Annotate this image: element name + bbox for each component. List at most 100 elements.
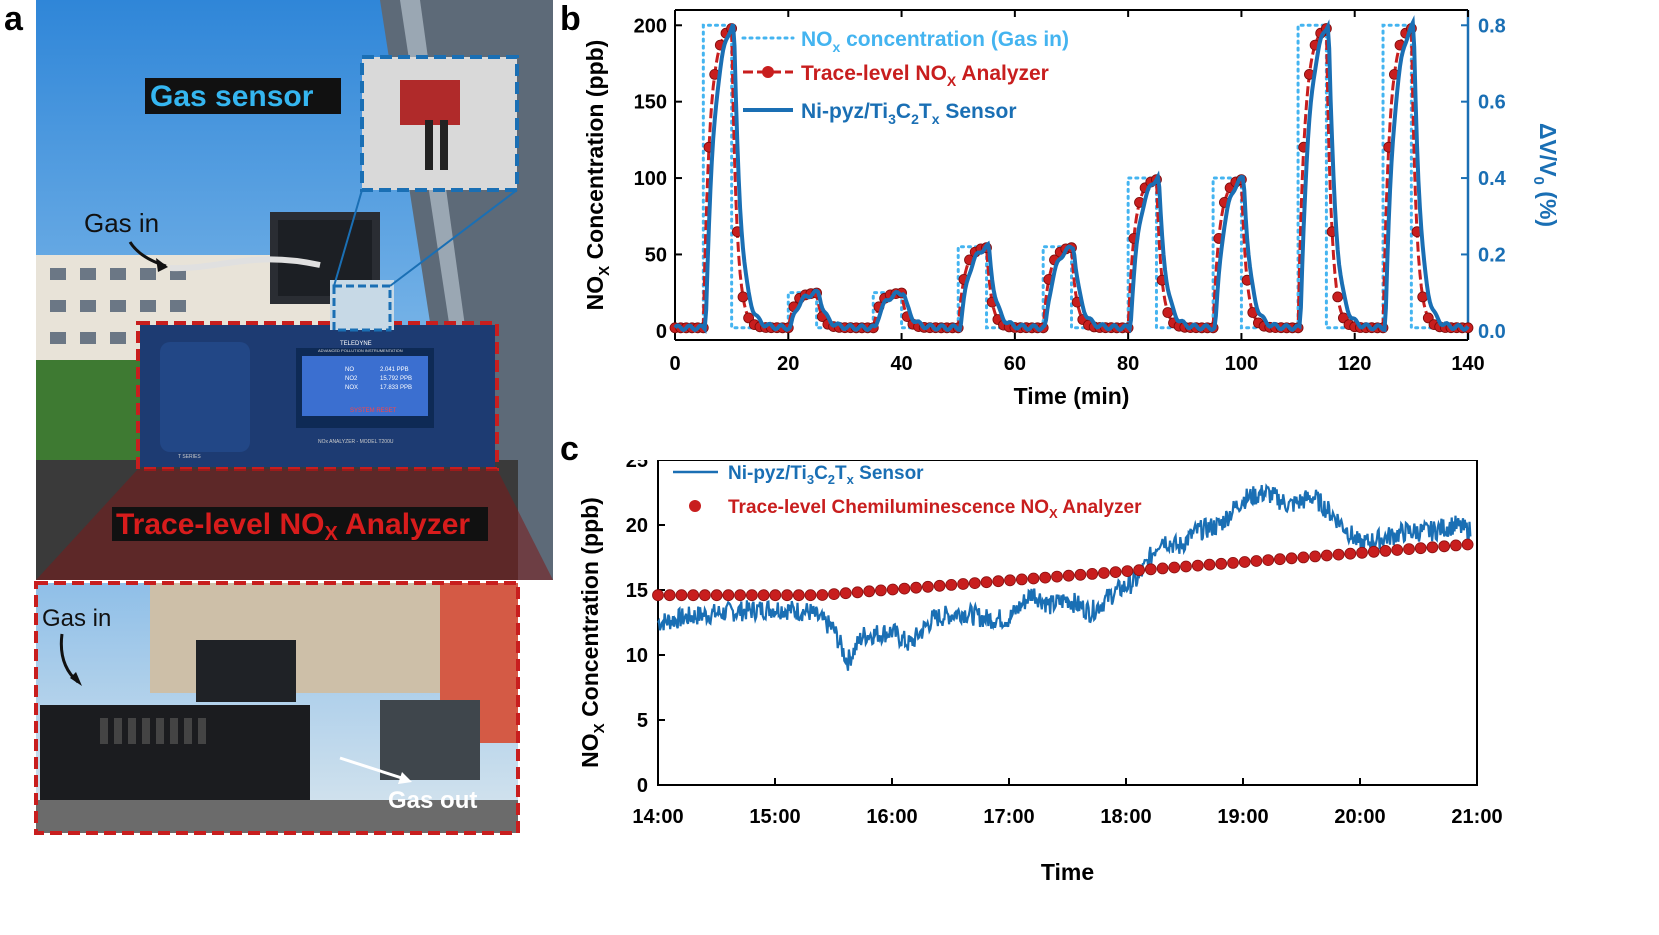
analyzer-point [737,291,749,303]
analyzer-point [921,580,934,593]
y-tick-label: 100 [634,168,667,190]
x-tick-label: 18:00 [1100,806,1151,828]
analyzer-point [874,584,887,597]
analyzer-point [1332,548,1345,561]
screen-row-name: NO2 [345,376,358,382]
y-tick-label: 5 [637,710,648,732]
analyzer-point [910,581,923,594]
analyzer-point [828,588,840,601]
analyzer-point [1403,543,1415,555]
series-sensor-line [657,483,1472,671]
analyzer-point [1203,558,1216,571]
analyzer-point [1133,564,1145,577]
legend-label-analyzer: Trace-level NOX Analyzer [801,62,1049,89]
screen-row-value: 15.792 PPB [380,376,412,382]
x-tick-label: 16:00 [866,806,917,828]
analyzer-point [1367,545,1380,558]
analyzer-point [1344,547,1357,560]
analyzer-point [1191,559,1204,572]
y2-tick-label: 0.4 [1478,168,1507,190]
sensor-blue-box [360,55,519,192]
x-tick-label: 140 [1451,353,1484,375]
analyzer-point [1215,557,1228,570]
screen-row-name: NOX [345,385,358,391]
analyzer-point [1062,569,1075,582]
analyzer-point [1250,555,1263,567]
analyzer-point [1379,545,1392,557]
screen-status: SYSTEM RESET [350,408,397,414]
y2-axis-label: ΔV/V0 (%) [1530,123,1561,227]
analyzer-label-bg [112,507,488,541]
panel-letter-b: b [560,0,581,38]
analyzer-point [1285,552,1298,565]
x-tick-label: 19:00 [1217,806,1268,828]
analyzer-brand: TELEDYNE [340,341,372,347]
sensor-jar [330,280,394,330]
y-tick-label: 15 [626,580,648,602]
gas-sensor-label-bg [145,78,341,114]
analyzer-point [992,575,1005,588]
legend-marker-analyzer [762,66,774,78]
analyzer-point [734,589,747,602]
x-tick-label: 17:00 [983,806,1034,828]
x-tick-label: 100 [1225,353,1258,375]
y2-tick-label: 0.8 [1478,15,1506,37]
x-tick-label: 60 [1004,353,1026,375]
y-tick-label: 200 [634,15,667,37]
x-axis-label: Time (min) [1014,383,1130,409]
analyzer-point [1162,307,1174,318]
analyzer-point [804,589,817,602]
x-tick-label: 80 [1117,353,1139,375]
panel-letter-a: a [4,0,23,38]
analyzer-point [1414,542,1427,555]
laptop-lower [196,640,296,702]
chart-b: 0 20 40 60 80 100 120 140 0 50 100 150 200 0.0 0.2 0.4 0… [582,9,1561,409]
analyzer-point [1027,572,1040,585]
gas-in-label-bottom: Gas in [42,605,111,632]
legend-label-sensor: Ni-pyz/Ti3C2Tx Sensor [728,463,924,487]
analyzer-point [1051,570,1063,583]
legend-marker-analyzer [689,500,701,512]
analyzer-point [1356,546,1368,559]
y2-tick-label: 0.0 [1478,321,1506,343]
analyzer-point [980,576,993,589]
analyzer-point [945,579,958,591]
analyzer-point [1180,560,1192,573]
analyzer-point [792,589,805,602]
analyzer-point [968,577,981,589]
lower-red-box [34,581,520,835]
screen-row-name: NO [345,367,354,373]
legend-label-analyzer: Trace-level Chemiluminescence NOX Analyz… [728,497,1142,521]
analyzer-point [652,589,664,602]
analyzer-point [1297,551,1310,564]
legend-label-gas-in: NOx concentration (Gas in) [801,28,1069,55]
analyzer-point [1274,553,1286,566]
analyzer-point [1461,538,1474,551]
analyzer-point [1438,540,1451,553]
analyzer-point [722,589,735,602]
field-setup-photo: TELEDYNE ADVANCED POLLUTION INSTRUMENTAT… [34,0,553,835]
analyzer-point [957,578,970,590]
y2-tick-label: 0.2 [1478,244,1506,266]
analyzer-point [1086,568,1099,580]
analyzer-model: NOx ANALYZER - MODEL T200U [318,439,394,445]
analyzer-point [1004,574,1016,587]
analyzer-point [816,589,829,601]
screen-row-value: 17.833 PPB [380,385,412,391]
gas-sensor-label: Gas sensor [150,80,314,113]
analyzer-point [1015,573,1028,586]
analyzer-point [1391,544,1404,556]
y-axis-label: NOX Concentration (ppb) [577,497,608,768]
analyzer-point [1450,539,1462,552]
analyzer-point [863,585,876,598]
analyzer-point [1109,566,1122,578]
analyzer-point [769,589,782,602]
analyzer-point [1238,556,1251,568]
x-tick-label: 20 [777,353,799,375]
analyzer-point [933,579,946,592]
analyzer-point [1227,557,1239,569]
y-tick-label: 20 [626,515,648,537]
analyzer-point [839,587,852,600]
analyzer-point [1309,550,1321,563]
x-tick-label: 120 [1338,353,1371,375]
